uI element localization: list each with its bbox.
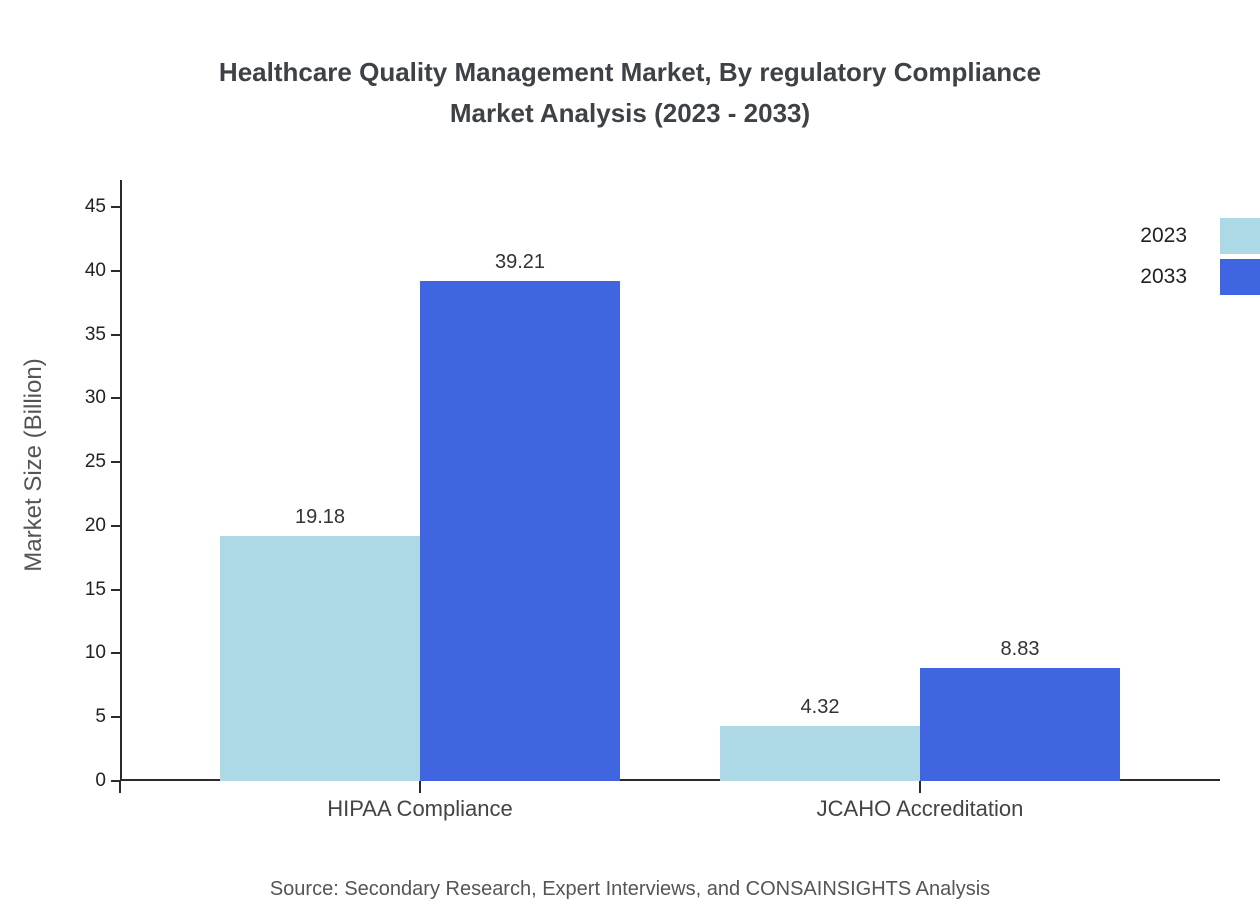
y-tick-label: 10 — [84, 642, 106, 664]
legend: 2023 2033 — [1140, 218, 1260, 295]
y-tick-mark — [111, 780, 120, 782]
chart-title: Healthcare Quality Management Market, By… — [0, 52, 1260, 134]
x-category-label: HIPAA Compliance — [327, 796, 513, 821]
legend-item-2033: 2033 — [1140, 259, 1260, 295]
y-tick-label: 0 — [95, 770, 106, 791]
source-note: Source: Secondary Research, Expert Inter… — [269, 878, 991, 900]
x-tick-mark — [119, 781, 121, 793]
legend-swatch — [1220, 259, 1260, 295]
legend-label: 2033 — [1140, 265, 1187, 288]
y-tick-label: 40 — [84, 259, 106, 281]
y-tick-mark — [111, 397, 120, 400]
y-tick-label: 20 — [84, 514, 106, 536]
y-tick-mark — [111, 461, 120, 464]
y-axis-line — [120, 180, 122, 781]
y-tick-label: 45 — [84, 196, 106, 217]
y-tick-mark — [111, 206, 120, 208]
bar-value-label: 19.18 — [294, 506, 346, 529]
x-tick-mark — [919, 781, 921, 793]
legend-swatch — [1220, 218, 1260, 254]
bar-2023-category-2 — [720, 725, 920, 781]
x-tick-mark — [419, 781, 421, 793]
y-tick-mark — [111, 524, 120, 527]
y-tick-label: 30 — [84, 387, 106, 409]
y-tick-mark — [111, 269, 120, 272]
y-tick-label: 15 — [84, 578, 106, 600]
y-tick-mark — [111, 652, 120, 655]
bar-2023-category-1 — [220, 536, 420, 781]
chart-title-line1: Healthcare Quality Management Market, By… — [218, 57, 1042, 87]
bar-2033-category-1 — [420, 280, 620, 781]
bar-2033-category-2 — [920, 668, 1120, 781]
y-tick-label: 5 — [95, 706, 106, 728]
y-tick-label: 25 — [84, 451, 106, 473]
y-tick-label: 35 — [84, 323, 106, 345]
y-tick-mark — [111, 333, 120, 336]
bar-value-label: 39.21 — [494, 250, 546, 273]
legend-label: 2023 — [1140, 224, 1187, 247]
bar-value-label: 4.32 — [800, 695, 840, 718]
plot-area: 0 5 10 15 20 25 30 35 40 45 19.18 39.21 HIPAA Compli… — [85, 180, 1220, 821]
y-tick-mark — [111, 588, 120, 591]
legend-item-2023: 2023 — [1140, 218, 1260, 254]
chart-title-line2: Market Analysis (2023 - 2033) — [449, 98, 811, 128]
y-axis-title: Market Size (Billion) — [20, 358, 47, 572]
x-category-label: JCAHO Accreditation — [816, 796, 1024, 821]
y-tick-mark — [111, 716, 120, 719]
bar-value-label: 8.83 — [1000, 638, 1040, 661]
x-axis-line — [120, 779, 1220, 781]
